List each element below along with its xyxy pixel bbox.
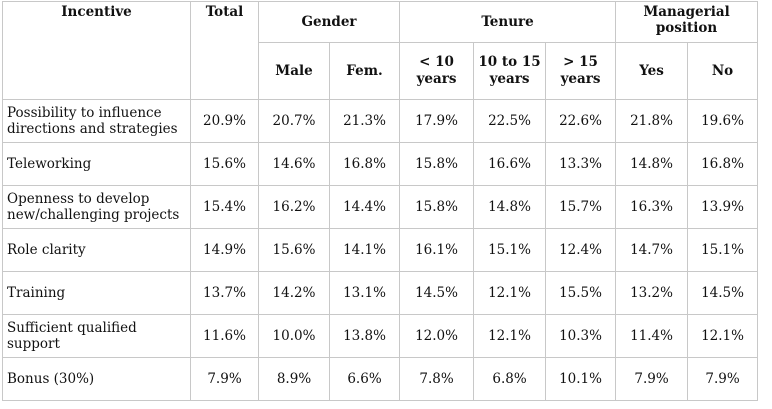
subheader-cell: Male — [258, 42, 330, 100]
value-cell: 16.8% — [328, 142, 401, 186]
row-label: Training — [2, 271, 191, 315]
value-cell: 15.1% — [473, 228, 547, 272]
value-cell: 7.9% — [687, 357, 759, 401]
subheader-cell: < 10 years — [399, 42, 475, 100]
value-cell: 14.6% — [258, 142, 330, 186]
subheader-cell: Fem. — [328, 42, 401, 100]
value-cell: 17.9% — [399, 99, 475, 143]
value-cell: 14.5% — [687, 271, 759, 315]
value-cell: 10.1% — [545, 357, 617, 401]
subheader-cell: > 15 years — [545, 42, 617, 100]
value-cell: 19.6% — [687, 99, 759, 143]
value-cell: 12.4% — [545, 228, 617, 272]
value-cell: 16.1% — [399, 228, 475, 272]
value-cell: 20.9% — [190, 99, 259, 143]
value-cell: 12.1% — [473, 314, 547, 358]
row-label: Role clarity — [2, 228, 191, 272]
value-cell: 10.0% — [258, 314, 330, 358]
value-cell: 11.6% — [190, 314, 259, 358]
table-row: Training 13.7% 14.2% 13.1% 14.5% 12.1% 15.5% 13… — [2, 271, 759, 315]
table-row: Role clarity 14.9% 15.6% 14.1% 16.1% 15.1% 12.… — [2, 228, 759, 272]
value-cell: 13.8% — [328, 314, 401, 358]
value-cell: 8.9% — [258, 357, 330, 401]
value-cell: 15.7% — [545, 185, 617, 229]
value-cell: 13.9% — [687, 185, 759, 229]
row-label: Openness to develop new/challenging proj… — [2, 185, 191, 229]
value-cell: 14.1% — [328, 228, 401, 272]
value-cell: 12.1% — [687, 314, 759, 358]
value-cell: 14.8% — [615, 142, 689, 186]
value-cell: 15.4% — [190, 185, 259, 229]
header-group: Managerial position — [615, 1, 759, 43]
value-cell: 22.5% — [473, 99, 547, 143]
value-cell: 16.8% — [687, 142, 759, 186]
value-cell: 16.2% — [258, 185, 330, 229]
row-label: Teleworking — [2, 142, 191, 186]
value-cell: 13.1% — [328, 271, 401, 315]
value-cell: 22.6% — [545, 99, 617, 143]
value-cell: 15.5% — [545, 271, 617, 315]
value-cell: 14.2% — [258, 271, 330, 315]
value-cell: 14.5% — [399, 271, 475, 315]
value-cell: 13.7% — [190, 271, 259, 315]
value-cell: 15.6% — [258, 228, 330, 272]
value-cell: 16.3% — [615, 185, 689, 229]
value-cell: 14.8% — [473, 185, 547, 229]
table-row: Sufficient qualified support 11.6% 10.0% 13… — [2, 314, 759, 358]
value-cell: 21.8% — [615, 99, 689, 143]
value-cell: 12.1% — [473, 271, 547, 315]
value-cell: 7.8% — [399, 357, 475, 401]
table-row: Teleworking 15.6% 14.6% 16.8% 15.8% 16.6% 13.3… — [2, 142, 759, 186]
value-cell: 14.4% — [328, 185, 401, 229]
subheader-cell: Yes — [615, 42, 689, 100]
value-cell: 15.1% — [687, 228, 759, 272]
value-cell: 6.6% — [328, 357, 401, 401]
value-cell: 15.6% — [190, 142, 259, 186]
row-label: Possibility to influence directions and … — [2, 99, 191, 143]
table-row: Bonus (30%) 7.9% 8.9% 6.6% 7.8% 6.8% 10.1% 7.9%… — [2, 357, 759, 401]
incentive-table: Incentive Total Gender Tenure Managerial… — [2, 1, 759, 401]
header-group: Gender — [257, 1, 401, 43]
header-cell: Total — [190, 1, 259, 100]
subheader-cell: 10 to 15 years — [473, 42, 547, 100]
value-cell: 6.8% — [473, 357, 547, 401]
table-row: Possibility to influence directions and … — [2, 99, 759, 143]
value-cell: 16.6% — [473, 142, 547, 186]
header-group: Tenure — [399, 1, 617, 43]
value-cell: 14.7% — [615, 228, 689, 272]
row-label: Bonus (30%) — [2, 357, 191, 401]
row-label: Sufficient qualified support — [2, 314, 191, 358]
value-cell: 13.3% — [545, 142, 617, 186]
header-cell: Incentive — [2, 1, 191, 100]
value-cell: 21.3% — [328, 99, 401, 143]
table-row: Openness to develop new/challenging proj… — [2, 185, 759, 229]
value-cell: 11.4% — [615, 314, 689, 358]
value-cell: 7.9% — [615, 357, 689, 401]
value-cell: 10.3% — [545, 314, 617, 358]
value-cell: 13.2% — [615, 271, 689, 315]
value-cell: 20.7% — [258, 99, 330, 143]
value-cell: 7.9% — [190, 357, 259, 401]
value-cell: 15.8% — [399, 142, 475, 186]
value-cell: 14.9% — [190, 228, 259, 272]
value-cell: 15.8% — [399, 185, 475, 229]
value-cell: 12.0% — [399, 314, 475, 358]
subheader-cell: No — [687, 42, 759, 100]
